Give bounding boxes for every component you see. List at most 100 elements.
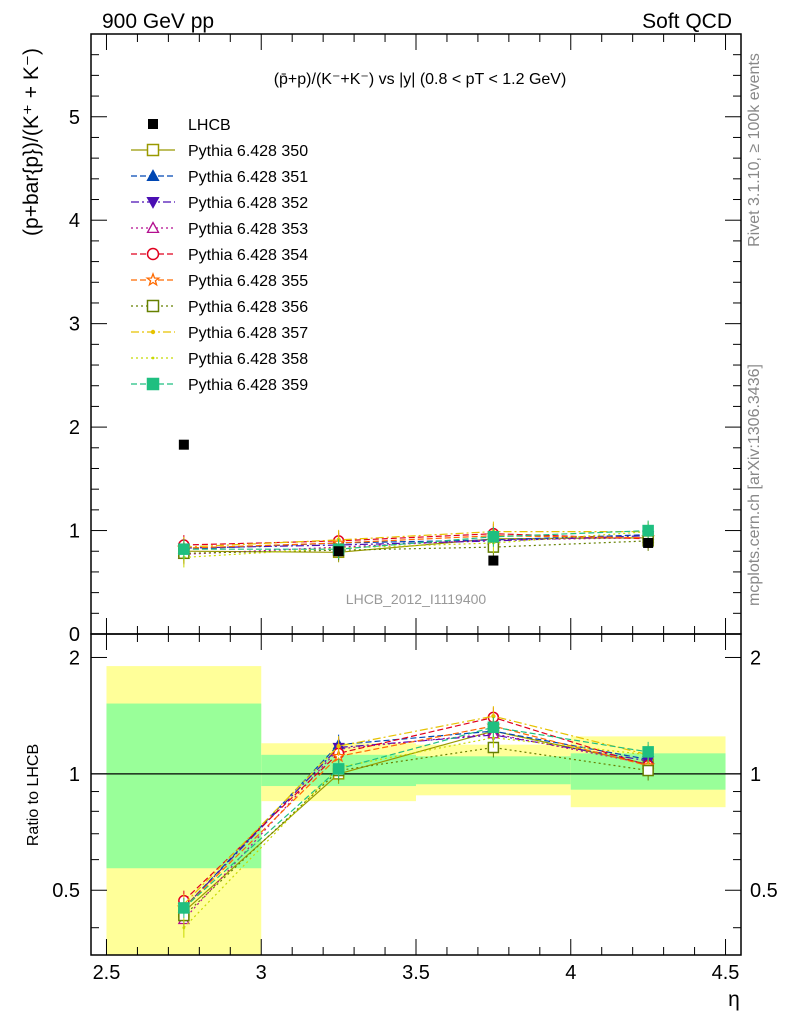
- legend-entry: Pythia 6.428 353: [131, 221, 308, 238]
- legend: LHCB Pythia 6.428 350 Pythia 6.428 351 Pyth…: [131, 117, 308, 394]
- legend-entry: Pythia 6.428 351: [131, 169, 308, 186]
- legend-label: Pythia 6.428 354: [188, 247, 308, 264]
- legend-entry: Pythia 6.428 358: [131, 351, 308, 368]
- ratio-line: [183, 715, 649, 905]
- y-tick-label: 1: [69, 764, 80, 786]
- ratio-y-ticks: 0.5 0.5 1 1 2 2: [52, 647, 778, 929]
- ratio-y-label: Ratio to LHCB: [25, 744, 42, 846]
- band-inner: [416, 756, 571, 785]
- legend-label: Pythia 6.428 356: [188, 299, 308, 316]
- y-tick-label: 3: [69, 314, 80, 336]
- ratio-point: [332, 763, 345, 775]
- y-tick-label: 1: [69, 521, 80, 543]
- ratio-line: [183, 716, 649, 902]
- x-tick-label: 4: [565, 962, 576, 984]
- data-point: [178, 543, 190, 555]
- ratio-line: [183, 733, 649, 920]
- legend-label: Pythia 6.428 357: [188, 325, 308, 342]
- series-line: [183, 531, 649, 558]
- main-title: (p̄+p)/(K⁻+K⁻) vs |y| (0.8 < pT < 1.2 Ge…: [274, 71, 567, 88]
- series-358: [182, 521, 650, 568]
- ratio-line: [183, 737, 649, 929]
- legend-label: Pythia 6.428 358: [188, 351, 308, 368]
- watermark: LHCB_2012_I1119400: [346, 591, 487, 607]
- legend-marker: [146, 221, 160, 234]
- series-lhcb: [178, 439, 654, 566]
- y-tick-label: 2: [69, 417, 80, 439]
- legend-marker: [146, 377, 160, 391]
- legend-marker: [146, 299, 160, 313]
- header-left: 900 GeV pp: [102, 10, 214, 33]
- ratio-point: [336, 743, 341, 749]
- ratio-line: [183, 730, 649, 909]
- y-tick-label: 4: [69, 210, 80, 232]
- legend-marker: [146, 247, 160, 261]
- ratio-line: [183, 726, 649, 909]
- x-tick-label: 4.5: [712, 962, 740, 984]
- legend-label: Pythia 6.428 351: [188, 169, 308, 186]
- legend-entry: Pythia 6.428 350: [131, 143, 308, 160]
- series-line: [183, 535, 649, 549]
- y-tick-label: 5: [69, 107, 80, 129]
- ratio-point: [642, 746, 654, 758]
- legend-marker: [145, 272, 161, 287]
- legend-entry: Pythia 6.428 359: [131, 377, 308, 394]
- series-line: [183, 537, 649, 553]
- legend-marker: [146, 143, 160, 157]
- ratio-point: [491, 713, 496, 719]
- legend-marker: [150, 329, 156, 335]
- ratio-point: [487, 721, 500, 733]
- ratio-line: [183, 734, 649, 909]
- header-right: Soft QCD: [642, 10, 732, 33]
- y-tick-label: 0: [69, 624, 80, 646]
- legend-entry: Pythia 6.428 354: [131, 247, 308, 264]
- y-tick-label-right: 0.5: [750, 880, 778, 902]
- data-point: [642, 524, 654, 537]
- y-tick-label: 0.5: [52, 880, 80, 902]
- legend-marker: [151, 356, 155, 360]
- ratio-plot: 0.5 0.5 1 1 2 2 2.5 3 3.5 4 4.5: [52, 633, 778, 984]
- ratio-point: [491, 736, 495, 740]
- legend-entry: Pythia 6.428 355: [131, 272, 308, 290]
- reference-point: [643, 537, 654, 548]
- ratio-point: [642, 764, 654, 777]
- rivet-label: Rivet 3.1.10, ≥ 100k events: [746, 53, 763, 247]
- y-tick-label: 2: [69, 647, 80, 669]
- ratio-point: [182, 926, 186, 930]
- main-y-ticks: 0 1 2 3 4 5: [69, 34, 741, 646]
- ratio-line: [183, 746, 649, 917]
- legend-label: Pythia 6.428 352: [188, 195, 308, 212]
- mcplots-label: mcplots.cern.ch [arXiv:1306.3436]: [746, 364, 763, 606]
- series-line: [183, 535, 649, 549]
- legend-label: Pythia 6.428 350: [188, 143, 308, 160]
- series-line: [183, 531, 649, 548]
- main-y-label: (p+bar{p})/(K⁺ + K⁻): [20, 48, 43, 236]
- legend-label: Pythia 6.428 353: [188, 221, 308, 238]
- main-plot: 0 1 2 3 4 5: [69, 33, 742, 646]
- legend-entry: Pythia 6.428 352: [131, 195, 308, 212]
- ratio-point: [178, 902, 190, 914]
- legend-marker: [146, 196, 160, 209]
- y-tick-label-right: 1: [750, 764, 761, 786]
- data-point: [487, 531, 500, 543]
- x-axis-label: η: [728, 988, 740, 1011]
- series-354: [178, 523, 654, 556]
- series-line: [183, 540, 649, 554]
- legend-label: Pythia 6.428 359: [188, 377, 308, 394]
- x-tick-label: 2.5: [93, 962, 121, 984]
- legend-entry: Pythia 6.428 357: [131, 325, 308, 342]
- ratio-x-ticks: 2.5 3 3.5 4 4.5: [93, 634, 740, 984]
- legend-marker: [148, 119, 158, 129]
- ratio-series-359: [178, 717, 654, 918]
- band-inner: [106, 703, 262, 869]
- ratio-line: [183, 725, 649, 909]
- legend-label: LHCB: [188, 117, 231, 134]
- reference-point: [333, 546, 344, 557]
- series-line: [183, 530, 649, 550]
- reference-point: [178, 439, 189, 450]
- x-tick-label: 3.5: [402, 962, 430, 984]
- reference-point: [488, 555, 499, 566]
- legend-marker: [146, 169, 160, 182]
- legend-label: Pythia 6.428 355: [188, 273, 308, 290]
